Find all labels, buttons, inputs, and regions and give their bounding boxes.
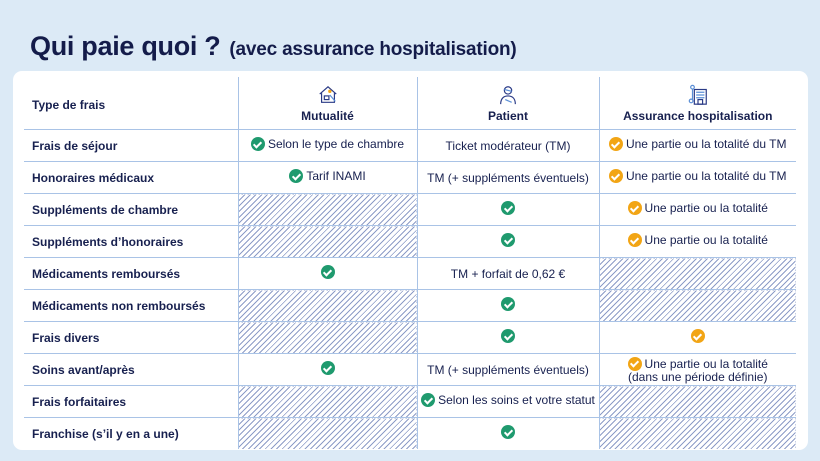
cell-assurance: Une partie ou la totalité du TM (598, 129, 796, 162)
cell-mutualite-not-applicable (237, 225, 417, 258)
cell-assurance-not-applicable (598, 257, 796, 290)
cost-comparison-table: Type de frais Mutualité (24, 77, 796, 449)
row-type-label: Médicaments remboursés (24, 257, 238, 290)
header-mutualite-label: Mutualité (301, 109, 354, 123)
cell-patient (416, 193, 599, 226)
green-check-icon (501, 201, 515, 215)
cell-mutualite (237, 353, 417, 386)
cell-mutualite (237, 257, 417, 290)
orange-check-icon (690, 329, 705, 343)
cell-assurance (598, 321, 796, 354)
table-row: Suppléments d’honoraires Une partie ou l… (24, 225, 796, 258)
green-check-icon (250, 137, 265, 151)
cell-assurance: Une partie ou la totalité (dans une péri… (598, 353, 796, 386)
cell-mutualite-not-applicable (237, 289, 417, 322)
cell-mutualite-not-applicable (237, 321, 417, 354)
green-check-icon (501, 233, 515, 247)
orange-check-icon (627, 201, 642, 215)
green-check-icon (501, 329, 515, 343)
row-type-label: Franchise (s’il y en a une) (32, 426, 179, 441)
cell-patient: TM + forfait de 0,62 € (416, 257, 599, 290)
page-title: Qui paie quoi ? (avec assurance hospital… (30, 26, 517, 63)
cell-assurance: Une partie ou la totalité (598, 225, 796, 258)
injured-patient-icon (500, 86, 516, 105)
cell-patient: Selon les soins et votre statut (416, 385, 599, 418)
header-mutualite: Mutualité (237, 77, 417, 130)
hospital-building-icon (688, 84, 707, 105)
table-row: Frais forfaitaires Selon les soins et vo… (24, 385, 796, 418)
cell-patient: Ticket modérateur (TM) (416, 129, 599, 162)
table-row: Médicaments remboursés TM + forfait de 0… (24, 257, 796, 290)
table-row: Franchise (s’il y en a une) (24, 417, 796, 449)
row-type-label: Suppléments de chambre (24, 193, 238, 226)
cell-assurance-not-applicable (598, 417, 796, 449)
row-type-label: Frais divers (24, 321, 238, 354)
green-check-icon (320, 265, 335, 279)
table-row: Frais de séjour Selon le type de chambre… (24, 129, 796, 162)
table-row: Suppléments de chambre Une partie ou la … (24, 193, 796, 226)
table-header-row: Type de frais Mutualité (24, 77, 796, 130)
row-type-label: Médicaments non remboursés (24, 289, 238, 322)
row-type-label: Honoraires médicaux (24, 161, 238, 194)
orange-check-icon (608, 169, 623, 183)
cell-patient (416, 321, 599, 354)
orange-check-icon (608, 137, 623, 151)
cell-patient: TM (+ suppléments éventuels) (416, 353, 599, 386)
green-check-icon (421, 393, 436, 407)
header-patient-label: Patient (487, 109, 528, 123)
row-type-label: Frais forfaitaires (24, 385, 238, 418)
header-patient: Patient (416, 77, 599, 130)
cell-assurance: Une partie ou la totalité du TM (598, 161, 796, 194)
cell-mutualite: Tarif INAMI (237, 161, 417, 194)
cell-patient: TM (+ suppléments éventuels) (416, 161, 599, 194)
table-row: Soins avant/après TM (+ suppléments éven… (24, 353, 796, 386)
cell-mutualite-not-applicable (237, 193, 417, 226)
table-row: Honoraires médicaux Tarif INAMI TM (+ su… (24, 161, 796, 194)
cell-patient (416, 289, 599, 322)
header-assurance: Assurance hospitalisation (598, 77, 796, 130)
cell-mutualite-not-applicable (237, 417, 417, 449)
table-row: Médicaments non remboursés (24, 289, 796, 322)
header-assurance-label: Assurance hospitalisation (623, 109, 773, 123)
orange-check-icon (627, 356, 642, 371)
row-type-label: Soins avant/après (24, 353, 238, 386)
cell-assurance-not-applicable (598, 385, 796, 418)
cell-assurance: Une partie ou la totalité (598, 193, 796, 226)
table-row: Frais divers (24, 321, 796, 354)
cell-mutualite-not-applicable (237, 385, 417, 418)
cell-mutualite: Selon le type de chambre (237, 129, 417, 162)
green-check-icon (501, 297, 515, 311)
cell-assurance-not-applicable (598, 289, 796, 322)
title-subtitle: (avec assurance hospitalisation) (229, 39, 517, 60)
house-medical-icon (318, 85, 337, 103)
row-type-label: Suppléments d’honoraires (24, 225, 238, 258)
title-main: Qui paie quoi ? (30, 31, 221, 61)
row-type-label: Frais de séjour (24, 129, 238, 162)
green-check-icon (289, 169, 304, 183)
comparison-card: Type de frais Mutualité (13, 71, 808, 450)
green-check-icon (320, 361, 335, 375)
header-type: Type de frais (24, 77, 238, 130)
cell-patient (416, 225, 599, 258)
green-check-icon (501, 425, 515, 439)
cell-patient (416, 417, 599, 449)
orange-check-icon (627, 233, 642, 247)
